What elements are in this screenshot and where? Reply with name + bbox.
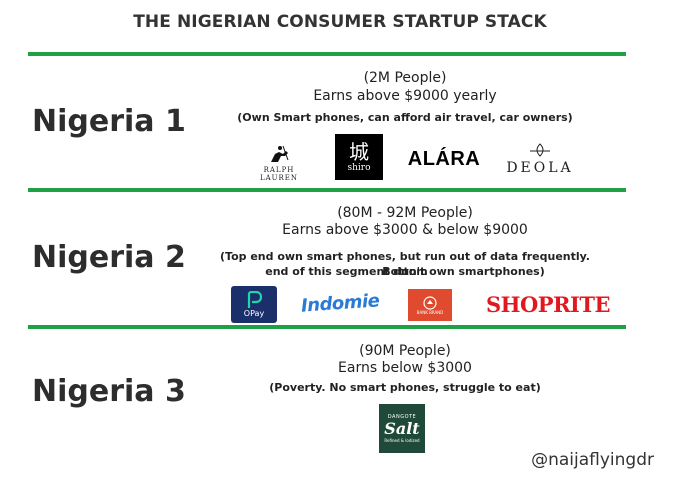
divider-tier-3 bbox=[28, 325, 626, 329]
tier-2-people: (80M - 92M People) bbox=[337, 205, 473, 221]
page-title: THE NIGERIAN CONSUMER STARTUP STACK bbox=[133, 12, 547, 32]
tier-3-earnings: Earns below $3000 bbox=[338, 360, 472, 376]
bank-logo: BANK BRAND bbox=[408, 289, 452, 321]
tier-label-nigeria-2: Nigeria 2 bbox=[32, 240, 186, 275]
tier-1-earnings: Earns above $9000 yearly bbox=[313, 88, 497, 104]
divider-top bbox=[28, 52, 626, 56]
shiro-kanji-icon: 城 bbox=[349, 140, 369, 164]
tier-3-note: (Poverty. No smart phones, struggle to e… bbox=[269, 381, 541, 394]
opay-p-icon bbox=[247, 291, 262, 308]
indomie-logo: Indomie bbox=[298, 288, 382, 318]
dangote-salt-logo: DANGOTE Salt Refined & Iodized bbox=[379, 404, 425, 453]
tier-2-note-line2: end of this segment don't own smartphone… bbox=[265, 265, 545, 278]
opay-logo: OPay bbox=[231, 286, 277, 323]
bank-emblem-icon bbox=[423, 295, 437, 310]
shoprite-logo: SHOPRITE bbox=[483, 290, 613, 318]
dangote-salt-bottom: Refined & Iodized bbox=[384, 438, 420, 443]
tier-3-people: (90M People) bbox=[359, 343, 451, 359]
polo-player-icon bbox=[271, 145, 289, 162]
deola-emblem-icon bbox=[530, 143, 550, 157]
indomie-text: Indomie bbox=[300, 289, 380, 317]
alara-logo: ALÁRA bbox=[402, 146, 486, 172]
tier-label-nigeria-3: Nigeria 3 bbox=[32, 374, 186, 409]
divider-tier-2 bbox=[28, 188, 626, 192]
ralph-lauren-logo: RALPH LAUREN bbox=[250, 138, 308, 186]
tier-2-note-line1: (Top end own smart phones, but run out o… bbox=[220, 250, 590, 278]
tier-1-note: (Own Smart phones, can afford air travel… bbox=[237, 111, 573, 124]
deola-logo: DEOLA bbox=[506, 138, 574, 180]
shoprite-text: SHOPRITE bbox=[486, 291, 611, 317]
ralph-lauren-line2: LAUREN bbox=[259, 174, 299, 182]
tier-label-nigeria-1: Nigeria 1 bbox=[32, 104, 186, 139]
alara-text: ALÁRA bbox=[407, 147, 481, 170]
deola-text: DEOLA bbox=[506, 160, 574, 176]
bank-text: BANK BRAND bbox=[416, 309, 444, 315]
shiro-text: shiro bbox=[347, 163, 371, 173]
tier-1-people: (2M People) bbox=[363, 70, 447, 86]
dangote-salt-text: Salt bbox=[384, 419, 420, 438]
opay-text: OPay bbox=[243, 309, 265, 318]
shiro-logo: 城 shiro bbox=[335, 134, 383, 180]
twitter-handle: @naijaflyingdr bbox=[531, 450, 654, 470]
ralph-lauren-line1: RALPH bbox=[263, 166, 295, 174]
tier-2-earnings: Earns above $3000 & below $9000 bbox=[282, 222, 528, 238]
dangote-salt-top: DANGOTE bbox=[387, 414, 417, 420]
